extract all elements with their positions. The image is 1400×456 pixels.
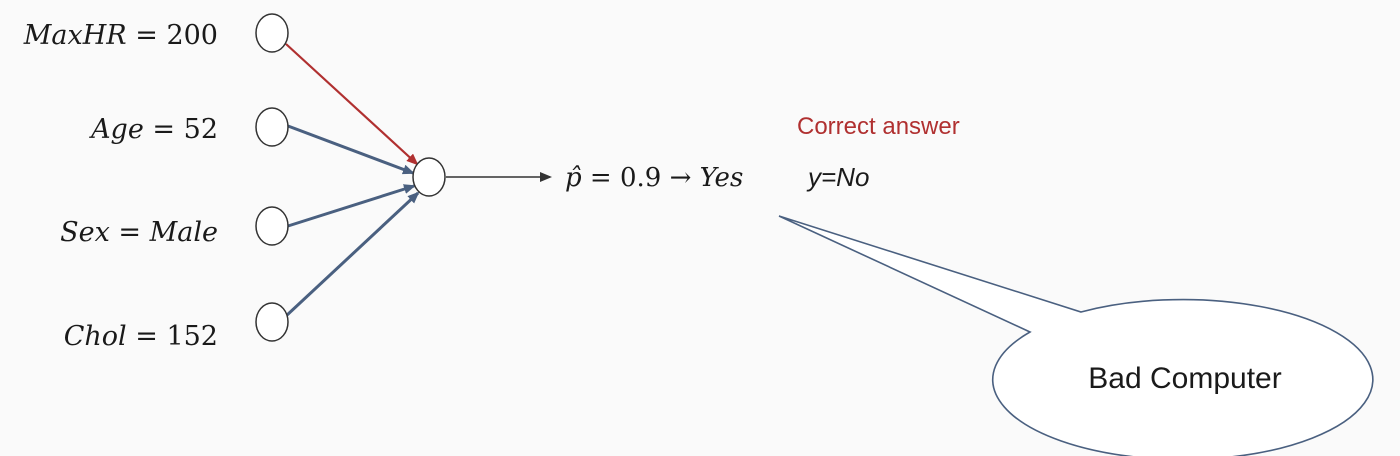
edge-maxhr bbox=[285, 43, 419, 166]
edge-chol bbox=[284, 191, 420, 318]
input-node-sex bbox=[255, 206, 289, 246]
input-label-age: Age = 52 bbox=[88, 114, 218, 145]
edge-age bbox=[287, 124, 415, 175]
input-label-chol: Chol = 152 bbox=[64, 321, 218, 352]
input-label-sex: Sex = Male bbox=[60, 217, 218, 248]
input-label-maxhr: MaxHR = 200 bbox=[23, 20, 218, 51]
output-neuron bbox=[412, 157, 446, 197]
prediction-text: p̂ = 0.9 → Yes bbox=[565, 163, 743, 193]
input-node-maxhr bbox=[255, 13, 289, 53]
speech-bubble bbox=[778, 215, 1374, 456]
edge-sex bbox=[287, 184, 416, 228]
true-label: y=No bbox=[806, 162, 869, 192]
correct-answer-label: Correct answer bbox=[797, 113, 960, 140]
input-node-age bbox=[255, 107, 289, 147]
input-node-chol bbox=[255, 302, 289, 342]
speech-bubble-text: Bad Computer bbox=[1088, 362, 1281, 395]
